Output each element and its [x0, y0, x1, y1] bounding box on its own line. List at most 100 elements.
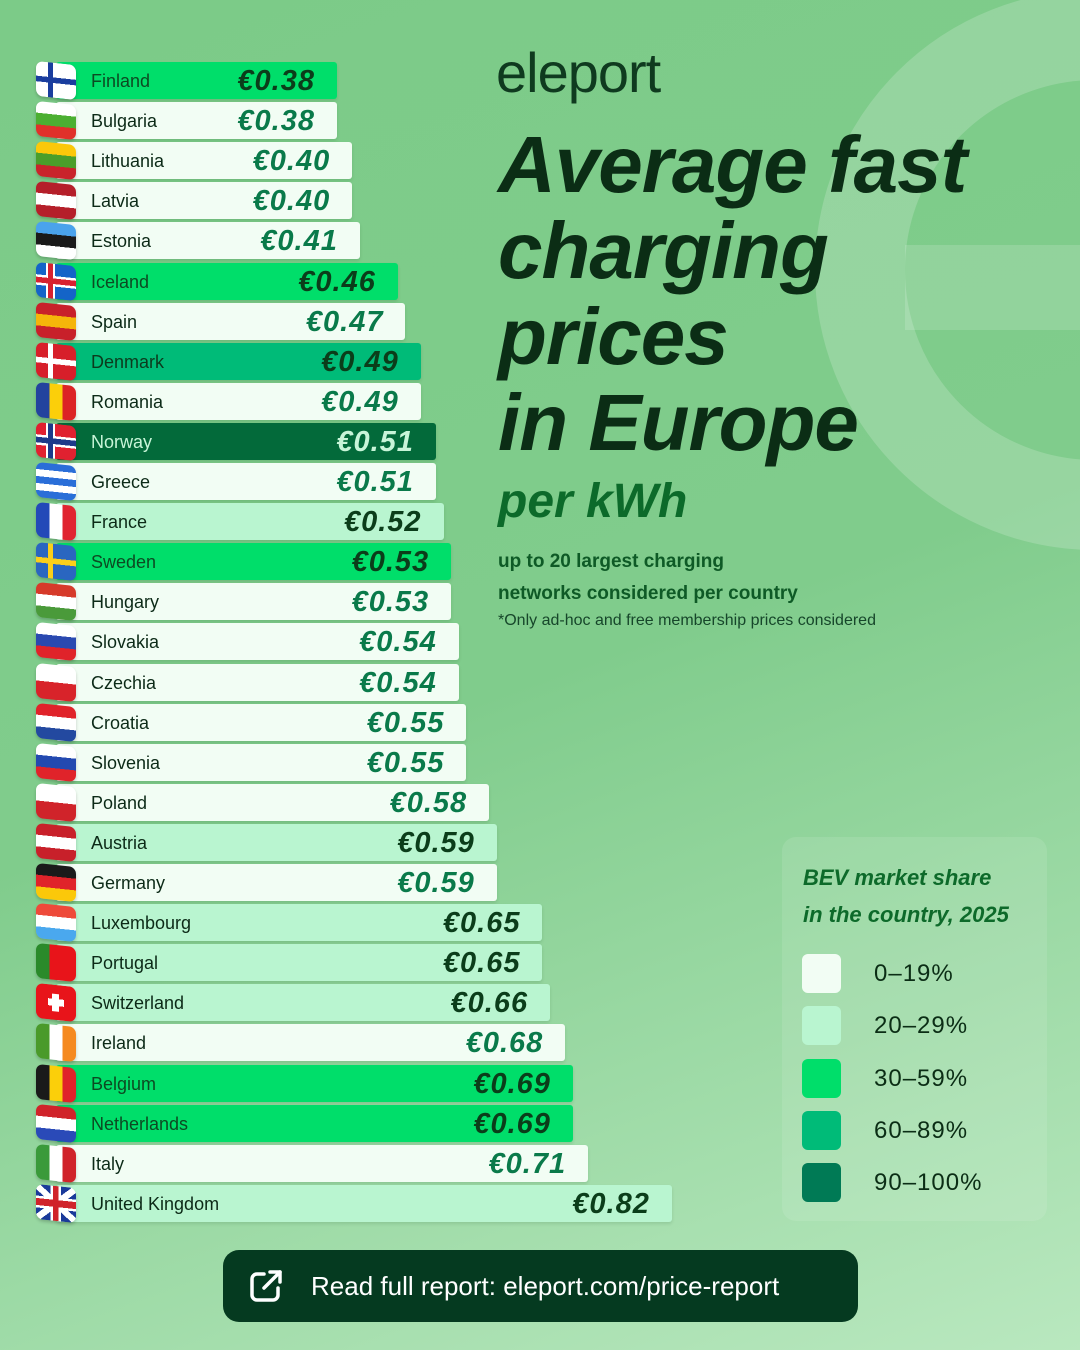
flag-icon	[36, 301, 76, 341]
price-label: €0.52	[343, 506, 422, 539]
legend-item: 30–59%	[802, 1058, 1032, 1099]
bar	[56, 944, 543, 982]
flag-icon	[36, 341, 76, 381]
price-bar-chart: Finland €0.38 Bulgaria €0.38 Lithuania €0.40 L…	[36, 60, 672, 1223]
bar-row: Croatia €0.55	[36, 702, 467, 742]
bar	[56, 182, 353, 220]
bar	[56, 783, 490, 821]
bar-row: Austria €0.59	[36, 822, 497, 862]
country-label: Netherlands	[91, 1113, 189, 1134]
legend-swatch	[802, 1163, 841, 1203]
price-label: €0.59	[397, 867, 475, 899]
bar	[56, 1024, 566, 1062]
price-label: €0.49	[321, 385, 399, 418]
legend-title-line: BEV market share	[803, 865, 992, 890]
price-label: €0.41	[260, 225, 338, 258]
read-report-label: Read full report: eleport.com/price-repo…	[311, 1271, 780, 1301]
price-label: €0.49	[321, 345, 399, 378]
price-label: €0.40	[252, 185, 331, 218]
price-label: €0.65	[442, 947, 521, 980]
read-report-button[interactable]: Read full report: eleport.com/price-repo…	[223, 1250, 858, 1322]
country-label: Lithuania	[91, 151, 165, 172]
legend-item: 60–89%	[802, 1110, 1032, 1151]
price-label: €0.53	[351, 586, 430, 619]
flag-icon	[36, 582, 76, 622]
bar	[56, 382, 421, 420]
bar-row: Norway €0.51	[36, 421, 436, 461]
bar-row: Finland €0.38	[36, 60, 337, 101]
bar-row: Estonia €0.41	[36, 221, 360, 261]
title-line: prices	[498, 292, 729, 381]
subtitle: per kWh	[498, 475, 688, 528]
flag-icon	[36, 501, 76, 542]
bar	[56, 62, 337, 99]
legend-label: 90–100%	[874, 1169, 983, 1197]
price-label: €0.59	[397, 826, 475, 859]
flag-icon	[36, 822, 76, 862]
flag-icon	[36, 782, 76, 822]
bar-row: Sweden €0.53	[36, 542, 452, 582]
price-label: €0.54	[359, 626, 437, 659]
flag-icon	[36, 943, 76, 983]
flag-icon	[36, 1143, 76, 1183]
bar-row: Hungary €0.53	[36, 582, 452, 622]
country-label: Czechia	[91, 672, 157, 693]
bar	[56, 102, 337, 140]
flag-icon	[36, 742, 76, 782]
decorative-band	[905, 245, 1080, 330]
bar	[56, 142, 353, 180]
flag-icon	[36, 902, 76, 943]
legend-label: 30–59%	[874, 1064, 969, 1092]
bar-row: Romania €0.49	[36, 381, 421, 421]
flag-icon	[36, 702, 76, 742]
bar	[56, 583, 452, 621]
country-label: Poland	[91, 792, 148, 813]
flag-icon	[36, 181, 76, 221]
legend-title-line: in the country, 2025	[803, 902, 1009, 927]
title-line: in Europe	[498, 378, 859, 467]
description: up to 20 largest charging networks consi…	[498, 546, 798, 610]
country-label: Germany	[91, 873, 166, 893]
price-label: €0.69	[473, 1067, 551, 1100]
bar-row: Ireland €0.68	[36, 1023, 566, 1063]
decorative-ring	[815, 0, 1080, 550]
country-label: United Kingdom	[91, 1193, 220, 1214]
legend-swatch	[802, 1058, 841, 1098]
price-label: €0.55	[366, 706, 445, 739]
country-label: Belgium	[91, 1073, 157, 1094]
legend-label: 20–29%	[874, 1012, 969, 1040]
bar	[56, 1064, 573, 1102]
flag-icon	[36, 542, 76, 582]
country-label: Portugal	[91, 953, 159, 974]
bar-row: Bulgaria €0.38	[36, 100, 337, 141]
price-label: €0.53	[351, 546, 430, 579]
price-label: €0.46	[298, 265, 376, 298]
bar	[56, 222, 360, 260]
price-label: €0.68	[465, 1027, 544, 1060]
bar-row: Poland €0.58	[36, 782, 490, 822]
legend-label: 60–89%	[874, 1116, 969, 1144]
bar-row: Spain €0.47	[36, 301, 406, 341]
flag-icon	[36, 1063, 76, 1103]
country-label: Sweden	[91, 552, 157, 573]
bar	[56, 422, 436, 460]
country-label: Romania	[91, 391, 164, 412]
bar-row: Netherlands €0.69	[36, 1103, 573, 1143]
price-label: €0.58	[389, 786, 468, 819]
price-label: €0.69	[473, 1107, 551, 1140]
bar-row: France €0.52	[36, 501, 444, 542]
country-label: Ireland	[91, 1033, 147, 1054]
price-label: €0.55	[366, 746, 445, 779]
legend: BEV market share in the country, 2025 0–…	[782, 837, 1047, 1221]
price-label: €0.54	[359, 666, 437, 699]
country-label: Estonia	[91, 231, 152, 252]
bar-row: Luxembourg €0.65	[36, 902, 543, 943]
price-label: €0.51	[336, 425, 414, 458]
bar	[56, 1104, 573, 1142]
bar-row: Italy €0.71	[36, 1143, 589, 1183]
country-label: France	[91, 512, 148, 533]
price-label: €0.38	[237, 65, 315, 97]
country-label: Iceland	[91, 271, 150, 292]
bar-row: Czechia €0.54	[36, 662, 459, 702]
bar	[56, 663, 459, 701]
